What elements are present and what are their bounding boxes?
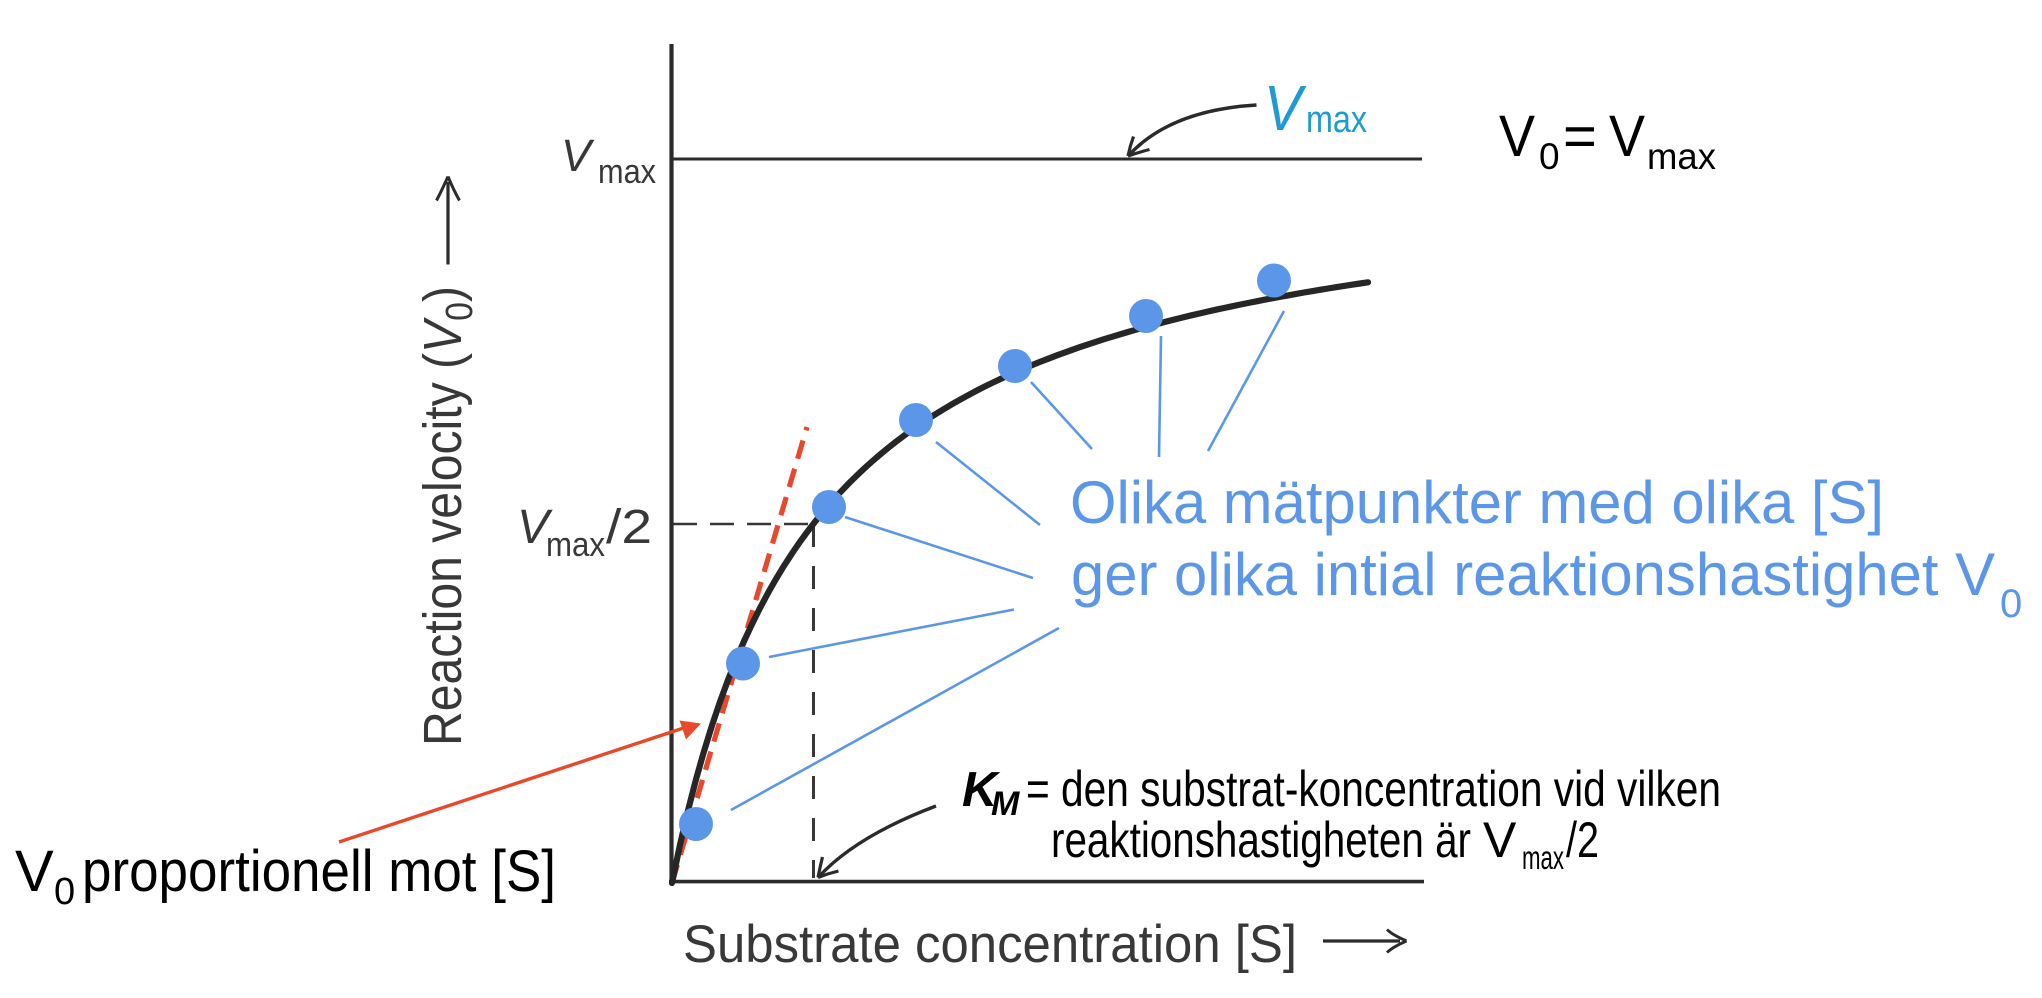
svg-text:0: 0 [2000, 582, 2022, 626]
svg-text:max: max [1306, 99, 1367, 141]
svg-text:max: max [1522, 839, 1564, 876]
svg-text:max: max [1647, 136, 1716, 177]
svg-text:Olika mätpunkter med olika [S]: Olika mätpunkter med olika [S] [1070, 469, 1884, 536]
svg-text:max: max [598, 153, 656, 191]
svg-text:proportionell mot [S]: proportionell mot [S] [82, 839, 556, 904]
svg-text:V: V [561, 130, 595, 181]
svg-text:/2: /2 [606, 501, 652, 554]
svg-text:Reaction velocity (V0): Reaction velocity (V0) [413, 286, 481, 746]
svg-text:max: max [546, 526, 605, 564]
svg-text:V: V [15, 839, 54, 904]
svg-text:0: 0 [1539, 136, 1560, 177]
svg-text:M: M [991, 785, 1020, 823]
svg-text:V: V [1609, 104, 1645, 169]
svg-text:V: V [1264, 72, 1307, 144]
svg-text:Substrate concentration [S]: Substrate concentration [S] [683, 915, 1297, 974]
svg-text:reaktionshastigheten är: reaktionshastigheten är [1051, 812, 1471, 868]
svg-text:= den substrat-koncentration v: = den substrat-koncentration vid vilken [1026, 761, 1721, 817]
svg-text:=: = [1563, 104, 1597, 169]
svg-text:V: V [1499, 104, 1535, 169]
svg-text:V: V [517, 501, 553, 554]
svg-text:V: V [1483, 812, 1517, 868]
svg-text:/2: /2 [1566, 812, 1599, 868]
svg-text:0: 0 [54, 871, 75, 913]
svg-text:K: K [962, 763, 1001, 817]
svg-text:ger olika intial reaktionshast: ger olika intial reaktionshastighet V [1071, 541, 1995, 608]
